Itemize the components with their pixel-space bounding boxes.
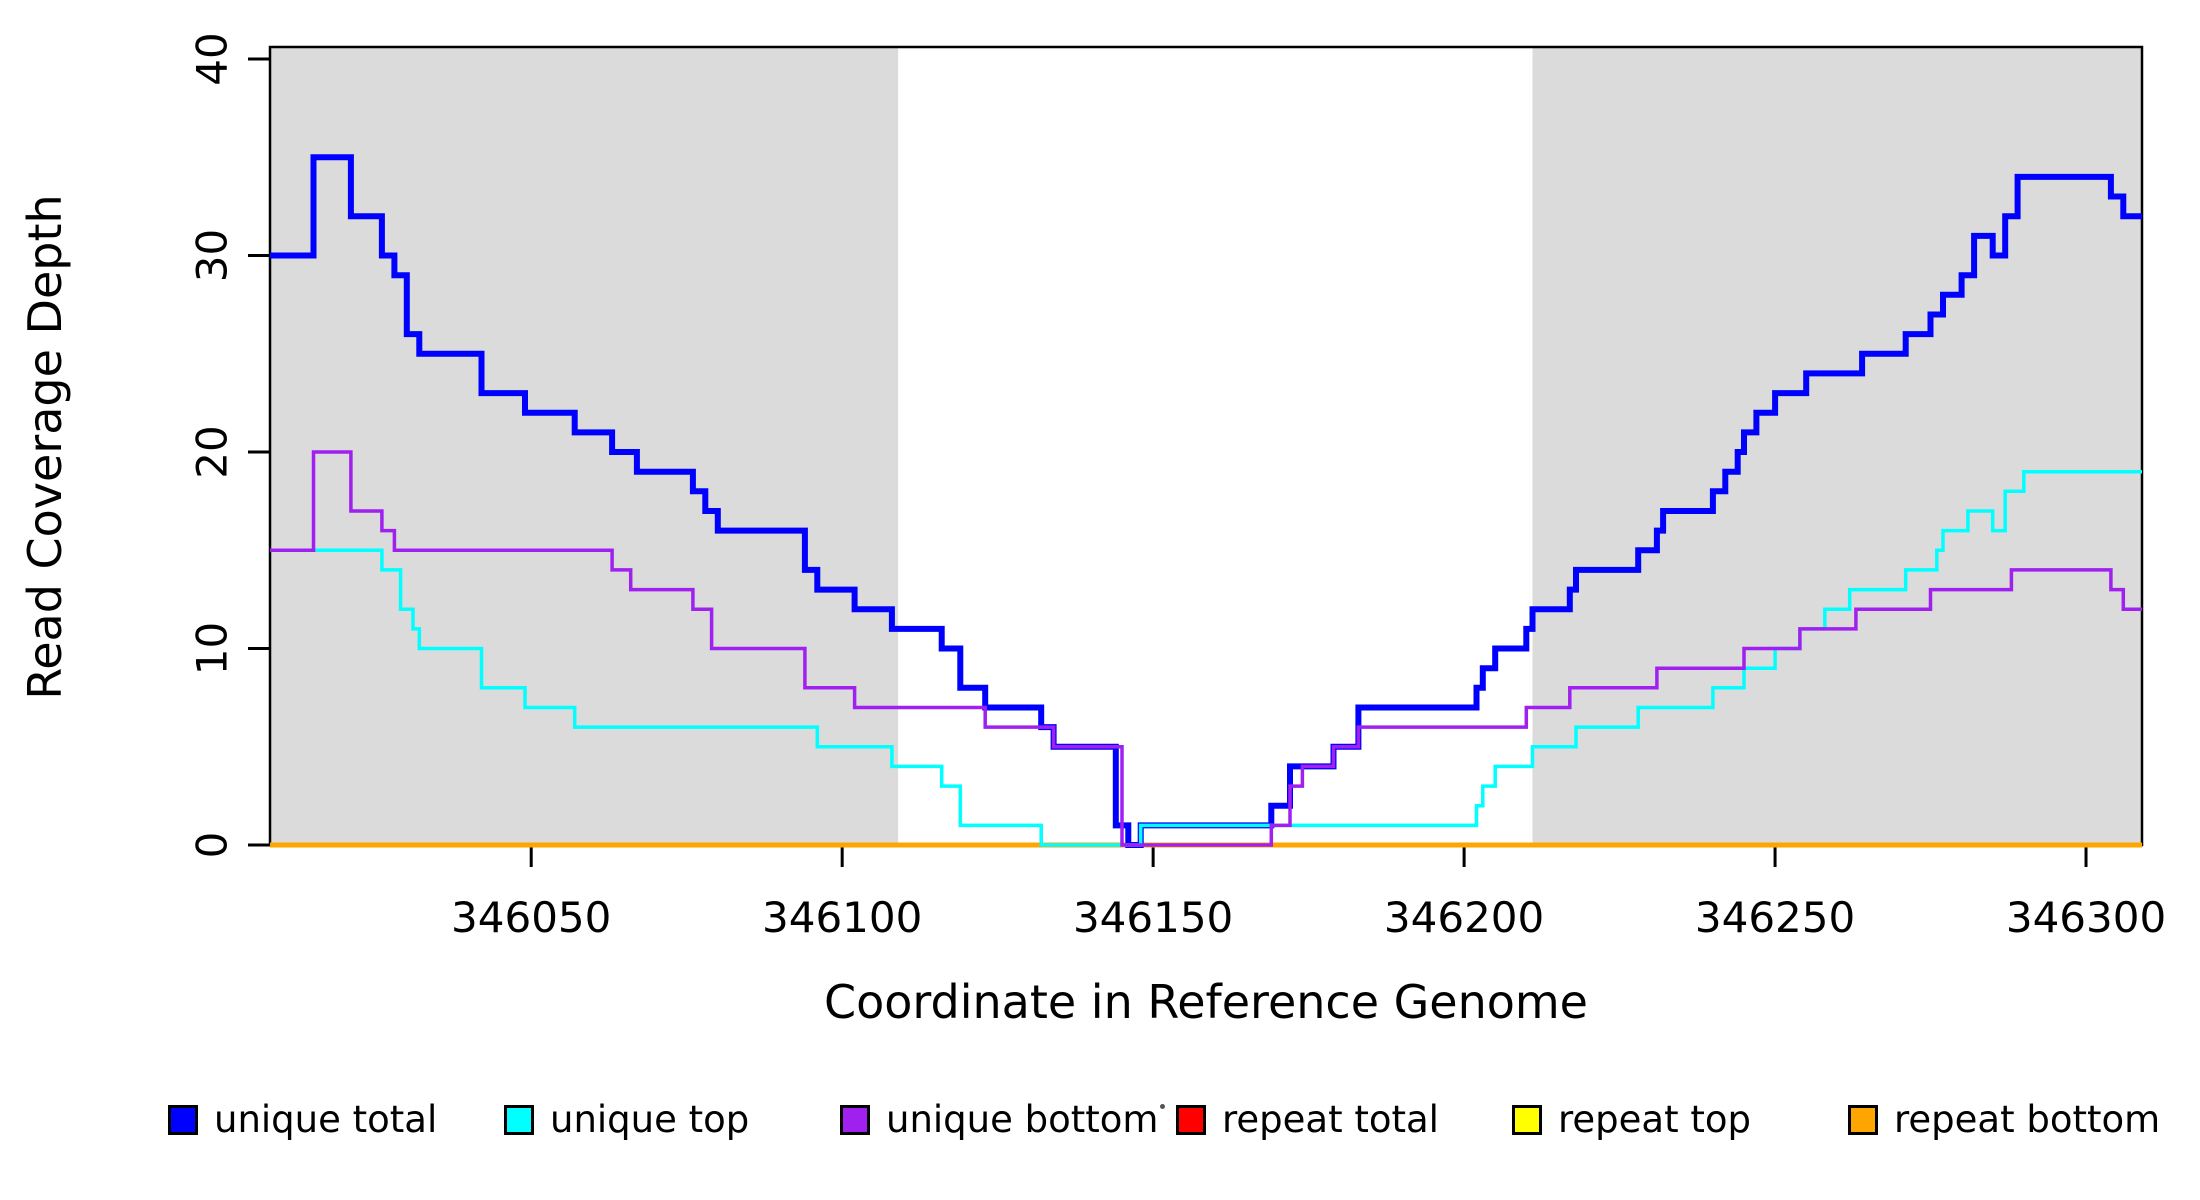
x-tick-label: 346250 <box>1695 893 1855 942</box>
y-tick-label: 40 <box>188 32 237 85</box>
y-tick-label: 20 <box>188 425 237 478</box>
legend-item: repeat top <box>1512 1098 1848 1141</box>
x-tick-label: 346300 <box>2006 893 2166 942</box>
x-tick-label: 346050 <box>451 893 611 942</box>
legend-item: repeat total <box>1176 1098 1512 1141</box>
legend-swatch <box>1176 1104 1206 1135</box>
y-tick-label: 30 <box>188 229 237 282</box>
stray-dot <box>1160 1104 1165 1109</box>
series-unique-bottom <box>270 450 2142 847</box>
x-tick-label: 346200 <box>1384 893 1544 942</box>
legend-label: repeat bottom <box>1894 1098 2161 1141</box>
legend-label: unique total <box>214 1098 438 1141</box>
legend-swatch <box>168 1104 198 1135</box>
shaded-region <box>1532 47 2142 845</box>
legend-swatch <box>1848 1104 1878 1135</box>
x-tick-label: 346100 <box>762 893 922 942</box>
y-tick-label: 0 <box>188 832 237 859</box>
x-axis-title: Coordinate in Reference Genome <box>824 975 1588 1029</box>
legend-label: repeat top <box>1558 1098 1751 1141</box>
legend-label: unique bottom <box>886 1098 1159 1141</box>
legend-swatch <box>504 1104 534 1135</box>
legend-swatch <box>840 1104 870 1135</box>
y-tick-label: 10 <box>188 622 237 675</box>
legend-item: unique total <box>168 1098 504 1141</box>
legend-label: unique top <box>550 1098 750 1141</box>
legend-item: unique bottom <box>840 1098 1176 1141</box>
legend-label: repeat total <box>1222 1098 1439 1141</box>
legend-item: repeat bottom <box>1848 1098 2184 1141</box>
legend-item: unique top <box>504 1098 840 1141</box>
y-axis-title: Read Coverage Depth <box>18 194 72 700</box>
legend-swatch <box>1512 1104 1542 1135</box>
legend: unique total unique top unique bottom repea… <box>168 1098 2188 1141</box>
x-tick-label: 346150 <box>1073 893 1233 942</box>
series-unique-top <box>270 469 2142 847</box>
shaded-region <box>270 47 899 845</box>
